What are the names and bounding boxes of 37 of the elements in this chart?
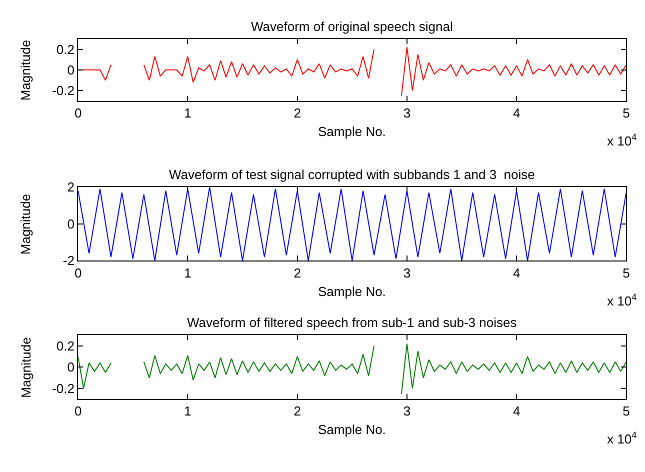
- text: x 10$^{4}$: [607, 430, 637, 446]
- x-tick-label: 2: [294, 106, 301, 121]
- y-tick-label: 2: [67, 180, 74, 195]
- x-tick-label: 3: [403, 106, 411, 121]
- y-tick-label: 0: [67, 216, 74, 232]
- x-tick-label: 1: [184, 404, 192, 419]
- x-tick-label: 4: [512, 106, 520, 121]
- x-axis-title: Sample No.: [318, 124, 386, 139]
- chart-title: Waveform of test signal corrupted with subbands 1 and 3 noise: [169, 167, 535, 182]
- x-tick-label: 4: [512, 404, 520, 419]
- y-axis-title: Magnitude: [18, 194, 33, 255]
- chart-title: Waveform of filtered speech from sub-1 and sub-3 noises: [187, 315, 518, 330]
- x-tick-label: 1: [184, 265, 192, 280]
- x-tick-label: 5: [622, 265, 630, 280]
- x-tick-label: 3: [403, 404, 411, 419]
- y-axis-title: Magnitude: [18, 40, 33, 101]
- y-axis-title: Magnitude: [18, 337, 34, 398]
- text: x 10$^{4}$: [607, 292, 637, 308]
- chart-title: Waveform of original speech signal: [251, 19, 453, 34]
- x-tick-label: 2: [294, 265, 301, 280]
- y-tick-label: 0: [67, 360, 74, 375]
- y-tick-label: -0.2: [52, 83, 74, 98]
- x-axis-title: Sample No.: [318, 284, 386, 299]
- x-tick-label: 1: [184, 106, 192, 121]
- x-tick-label: 2: [294, 404, 301, 419]
- y-tick-label: -0.2: [52, 381, 74, 396]
- text: x 10$^{4}$: [607, 132, 637, 148]
- y-tick-label: 0.2: [56, 42, 74, 57]
- y-tick-label: -2: [62, 253, 74, 268]
- x-tick-label: 5: [622, 106, 630, 121]
- y-tick-label: 0.2: [56, 338, 74, 354]
- x-tick-label: 3: [403, 265, 411, 280]
- y-tick-label: 0: [67, 62, 74, 78]
- x-axis-title: Sample No.: [318, 422, 386, 437]
- x-tick-label: 4: [512, 265, 520, 280]
- x-tick-label: 5: [622, 404, 630, 419]
- line-series: [78, 187, 626, 261]
